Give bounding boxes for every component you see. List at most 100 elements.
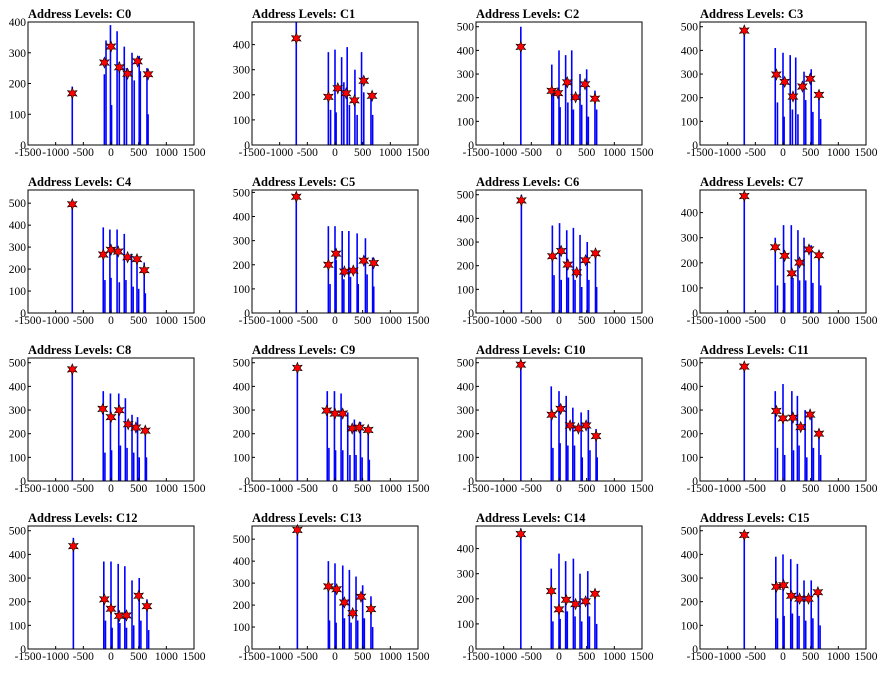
y-tick-label: 200 [233, 429, 251, 441]
star-marker [804, 72, 816, 86]
x-tick-label: 1000 [603, 315, 626, 327]
x-tick-label: -1500 [687, 315, 714, 327]
x-tick-label: 500 [354, 315, 372, 327]
star-marker [139, 424, 151, 437]
x-tick-label: 500 [130, 147, 148, 159]
x-tick-label: -1500 [687, 483, 714, 495]
x-tick-label: -1000 [714, 483, 741, 495]
x-tick-label: -1000 [490, 315, 517, 327]
star-marker [778, 578, 789, 592]
panel-title: Address Levels: C2 [476, 7, 579, 21]
chart-panel: Address Levels: C5-1500 -1000 -500 0 500 1000… [233, 175, 430, 327]
y-tick-label: 200 [233, 90, 251, 102]
y-tick-label: 0 [468, 476, 474, 488]
panel-title: Address Levels: C6 [476, 175, 579, 189]
y-tick-label: 100 [681, 283, 699, 295]
star-marker [589, 587, 601, 601]
y-tick-label: 100 [681, 620, 699, 632]
y-tick-label: 100 [233, 284, 251, 296]
y-tick-label: 400 [9, 381, 27, 393]
panel-title: Address Levels: C14 [476, 511, 586, 525]
star-marker [132, 55, 143, 68]
star-marker [515, 358, 527, 371]
y-tick-label: 200 [681, 93, 699, 105]
star-marker [322, 90, 334, 104]
y-tick-label: 500 [457, 190, 475, 202]
x-tick-label: 1500 [631, 651, 654, 663]
panel-title: Address Levels: C0 [28, 7, 131, 21]
y-tick-label: 300 [681, 69, 699, 81]
star-marker [570, 597, 582, 611]
x-tick-label: -1500 [463, 651, 490, 663]
star-marker [813, 249, 825, 262]
x-tick-label: 1000 [379, 315, 402, 327]
x-tick-label: -1500 [15, 147, 42, 159]
star-marker [133, 589, 145, 603]
x-tick-label: 1500 [855, 315, 878, 327]
x-tick-label: 1500 [631, 315, 654, 327]
x-tick-label: 500 [354, 147, 372, 159]
star-marker [560, 593, 572, 607]
x-tick-label: -500 [297, 315, 318, 327]
panel-title: Address Levels: C11 [700, 343, 809, 357]
x-tick-label: 1500 [855, 483, 878, 495]
y-tick-label: 200 [681, 429, 699, 441]
x-tick-label: 0 [332, 651, 338, 663]
x-tick-label: 1500 [631, 483, 654, 495]
star-marker [358, 254, 370, 268]
star-marker [561, 75, 573, 89]
star-marker [738, 24, 750, 37]
x-tick-label: -1000 [714, 651, 741, 663]
y-tick-label: 400 [233, 212, 251, 224]
x-tick-label: -500 [297, 651, 318, 663]
x-tick-label: 1000 [603, 147, 626, 159]
x-tick-label: -1000 [266, 483, 293, 495]
panel-title: Address Levels: C13 [252, 511, 362, 525]
x-tick-label: 0 [780, 315, 786, 327]
x-tick-label: 500 [578, 315, 596, 327]
panel-title: Address Levels: C15 [700, 511, 810, 525]
x-tick-label: 1500 [855, 651, 878, 663]
y-tick-label: 200 [9, 264, 27, 276]
x-tick-label: -1000 [490, 147, 517, 159]
x-tick-label: -500 [745, 651, 766, 663]
star-marker [105, 243, 117, 256]
star-marker [330, 247, 342, 261]
y-tick-label: 400 [9, 220, 27, 232]
y-tick-label: 100 [457, 116, 475, 128]
x-tick-label: -500 [73, 651, 94, 663]
chart-panel: Address Levels: C9-1500 -1000 -500 0 500 1000… [233, 343, 430, 495]
star-marker [769, 240, 781, 254]
x-tick-label: -1500 [463, 147, 490, 159]
x-tick-label: 1500 [183, 147, 206, 159]
y-tick-label: 300 [233, 578, 251, 590]
star-marker [787, 411, 799, 424]
y-tick-label: 100 [681, 452, 699, 464]
x-tick-label: 1000 [827, 483, 850, 495]
x-tick-label: -1500 [687, 651, 714, 663]
star-marker [795, 420, 807, 434]
chart-panel: Address Levels: C12 -1500 -1000 -500 0 500 100… [9, 511, 206, 663]
y-tick-label: 0 [692, 308, 698, 320]
chart-panel: Address Levels: C11 -1500 -1000 -500 0 500 100… [681, 343, 878, 495]
x-tick-label: -1000 [490, 651, 517, 663]
star-marker [362, 423, 374, 437]
y-tick-label: 100 [9, 620, 27, 632]
y-tick-label: 300 [457, 69, 475, 81]
x-tick-label: 1500 [407, 147, 430, 159]
star-marker [130, 421, 142, 434]
y-tick-label: 300 [9, 405, 27, 417]
panel-title: Address Levels: C7 [700, 175, 803, 189]
star-marker [66, 198, 78, 211]
panel-title: Address Levels: C5 [252, 175, 355, 189]
y-tick-label: 500 [233, 187, 251, 199]
y-tick-label: 200 [457, 93, 475, 105]
y-tick-label: 400 [457, 381, 475, 393]
x-tick-label: 1000 [603, 651, 626, 663]
y-tick-label: 400 [9, 17, 27, 29]
y-tick-label: 300 [233, 405, 251, 417]
star-marker [546, 249, 558, 263]
x-tick-label: 0 [780, 147, 786, 159]
y-tick-label: 400 [457, 213, 475, 225]
y-tick-label: 500 [681, 526, 699, 538]
